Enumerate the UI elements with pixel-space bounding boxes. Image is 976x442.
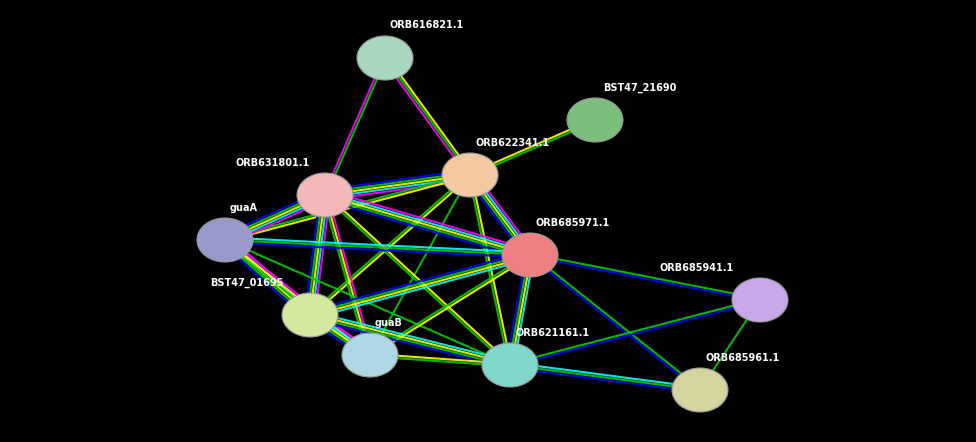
- Ellipse shape: [297, 173, 353, 217]
- Text: guaB: guaB: [375, 318, 403, 328]
- Text: ORB621161.1: ORB621161.1: [515, 328, 590, 338]
- Text: ORB685961.1: ORB685961.1: [705, 353, 779, 363]
- Ellipse shape: [502, 233, 558, 277]
- Ellipse shape: [567, 98, 623, 142]
- Ellipse shape: [442, 153, 498, 197]
- Ellipse shape: [672, 368, 728, 412]
- Ellipse shape: [342, 333, 398, 377]
- Text: ORB685971.1: ORB685971.1: [535, 218, 609, 228]
- Text: ORB631801.1: ORB631801.1: [235, 158, 309, 168]
- Text: ORB622341.1: ORB622341.1: [475, 138, 549, 148]
- Ellipse shape: [357, 36, 413, 80]
- Text: ORB616821.1: ORB616821.1: [390, 20, 465, 30]
- Text: guaA: guaA: [230, 203, 258, 213]
- Ellipse shape: [482, 343, 538, 387]
- Text: BST47_21690: BST47_21690: [603, 83, 676, 93]
- Ellipse shape: [197, 218, 253, 262]
- Text: BST47_01695: BST47_01695: [210, 278, 283, 288]
- Text: ORB685941.1: ORB685941.1: [660, 263, 734, 273]
- Ellipse shape: [282, 293, 338, 337]
- Ellipse shape: [732, 278, 788, 322]
